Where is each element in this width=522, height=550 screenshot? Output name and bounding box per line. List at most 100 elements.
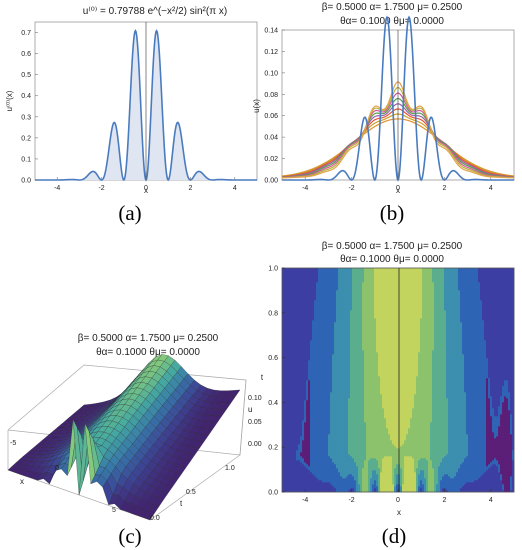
panel-d-cell: [396, 420, 399, 423]
panel-d-cell: [404, 440, 407, 443]
panel-d-cell: [446, 442, 449, 445]
panel-d-cell: [388, 478, 391, 481]
panel-d-cell: [428, 488, 431, 491]
panel-d-cell: [316, 446, 319, 449]
panel-d-cell: [466, 436, 469, 439]
panel-d-cell: [426, 444, 429, 447]
panel-d-cell: [406, 466, 409, 469]
panel-d-cell: [370, 452, 373, 455]
panel-d-cell: [468, 418, 471, 421]
panel-d-cell: [420, 444, 423, 447]
panel-d-cell: [510, 480, 513, 483]
panel-d-cell: [302, 488, 305, 491]
panel-d-cell: [380, 448, 383, 451]
panel-d-cell: [392, 448, 395, 451]
panel-d-cell: [358, 426, 361, 429]
panel-d-cell: [396, 470, 399, 473]
panel-d-cell: [372, 444, 375, 447]
panel-d-cell: [488, 416, 491, 419]
panel-d-cell: [326, 422, 329, 425]
panel-d-cell: [362, 464, 365, 467]
panel-d-cell: [456, 444, 459, 447]
panel-d-cell: [440, 440, 443, 443]
panel-d-cell: [450, 462, 453, 465]
panel-d-cell: [438, 488, 441, 491]
panel-d-cell: [324, 422, 327, 425]
panel-d-cell: [346, 480, 349, 483]
panel-d-cell: [294, 474, 297, 477]
panel-d-cell: [416, 462, 419, 465]
panel-d-cell: [458, 432, 461, 435]
panel-d-cell: [362, 446, 365, 449]
panel-d-cell: [352, 426, 355, 429]
panel-d-cell: [390, 486, 393, 489]
panel-d-cell: [340, 430, 343, 433]
panel-d-cell: [374, 458, 377, 461]
panel-d-cell: [450, 466, 453, 469]
panel-d-cell: [404, 428, 407, 431]
panel-d-cell: [378, 454, 381, 457]
panel-d-cell: [396, 480, 399, 483]
panel-d-cell: [470, 476, 473, 479]
panel-d-cell: [508, 440, 511, 443]
panel-d-cell: [492, 488, 495, 491]
panel-d-cell: [498, 486, 501, 489]
panel-d-cell: [314, 444, 317, 447]
panel-d-cell: [392, 484, 395, 487]
panel-d-cell: [308, 432, 311, 435]
panel-d-cell: [460, 436, 463, 439]
panel-d-cell: [416, 442, 419, 445]
panel-d-cell: [432, 466, 435, 469]
panel-d-cell: [402, 486, 405, 489]
panel-d-cell: [340, 464, 343, 467]
panel-d-cell: [438, 448, 441, 451]
panel-d-cell: [314, 418, 317, 421]
panel-d-cell: [400, 438, 403, 441]
panel-d-cell: [508, 428, 511, 431]
panel-d-cell: [380, 474, 383, 477]
panel-d-cell: [444, 454, 447, 457]
panel-d-cell: [454, 464, 457, 467]
panel-d-cell: [428, 436, 431, 439]
panel-d-cell: [306, 462, 309, 465]
panel-d-cell: [434, 448, 437, 451]
panel-d-cell: [306, 486, 309, 489]
panel-d-cell: [340, 420, 343, 423]
panel-d-cell: [426, 472, 429, 475]
panel-d-cell: [460, 460, 463, 463]
panel-d-cell: [470, 430, 473, 433]
panel-d-cell: [494, 478, 497, 481]
panel-d-cell: [312, 486, 315, 489]
panel-d-cell: [448, 460, 451, 463]
panel-d-cell: [330, 430, 333, 433]
panel-d-cell: [344, 450, 347, 453]
panel-d-cell: [370, 430, 373, 433]
panel-d-cell: [344, 458, 347, 461]
panel-d-cell: [286, 416, 289, 419]
panel-d-cell: [292, 452, 295, 455]
panel-d-cell: [456, 476, 459, 479]
panel-d-cell: [484, 436, 487, 439]
panel-d-cell: [502, 448, 505, 451]
panel-d-cell: [378, 444, 381, 447]
panel-d-cell: [366, 422, 369, 425]
panel-d-cell: [310, 444, 313, 447]
panel-d-cell: [374, 440, 377, 443]
panel-d-cell: [406, 448, 409, 451]
panel-d-cell: [488, 434, 491, 437]
panel-d-cell: [422, 472, 425, 475]
panel-d-cell: [306, 418, 309, 421]
panel-d-cell: [410, 478, 413, 481]
panel-d-cell: [408, 468, 411, 471]
panel-d-cell: [288, 450, 291, 453]
panel-d-cell: [354, 426, 357, 429]
panel-d-cell: [504, 464, 507, 467]
panel-d-cell: [370, 446, 373, 449]
panel-d-cell: [460, 452, 463, 455]
panel-d-cell: [364, 436, 367, 439]
panel-d-cell: [438, 466, 441, 469]
panel-d-cell: [370, 440, 373, 443]
panel-d-cell: [482, 458, 485, 461]
panel-d-cell: [402, 434, 405, 437]
panel-d-cell: [328, 464, 331, 467]
